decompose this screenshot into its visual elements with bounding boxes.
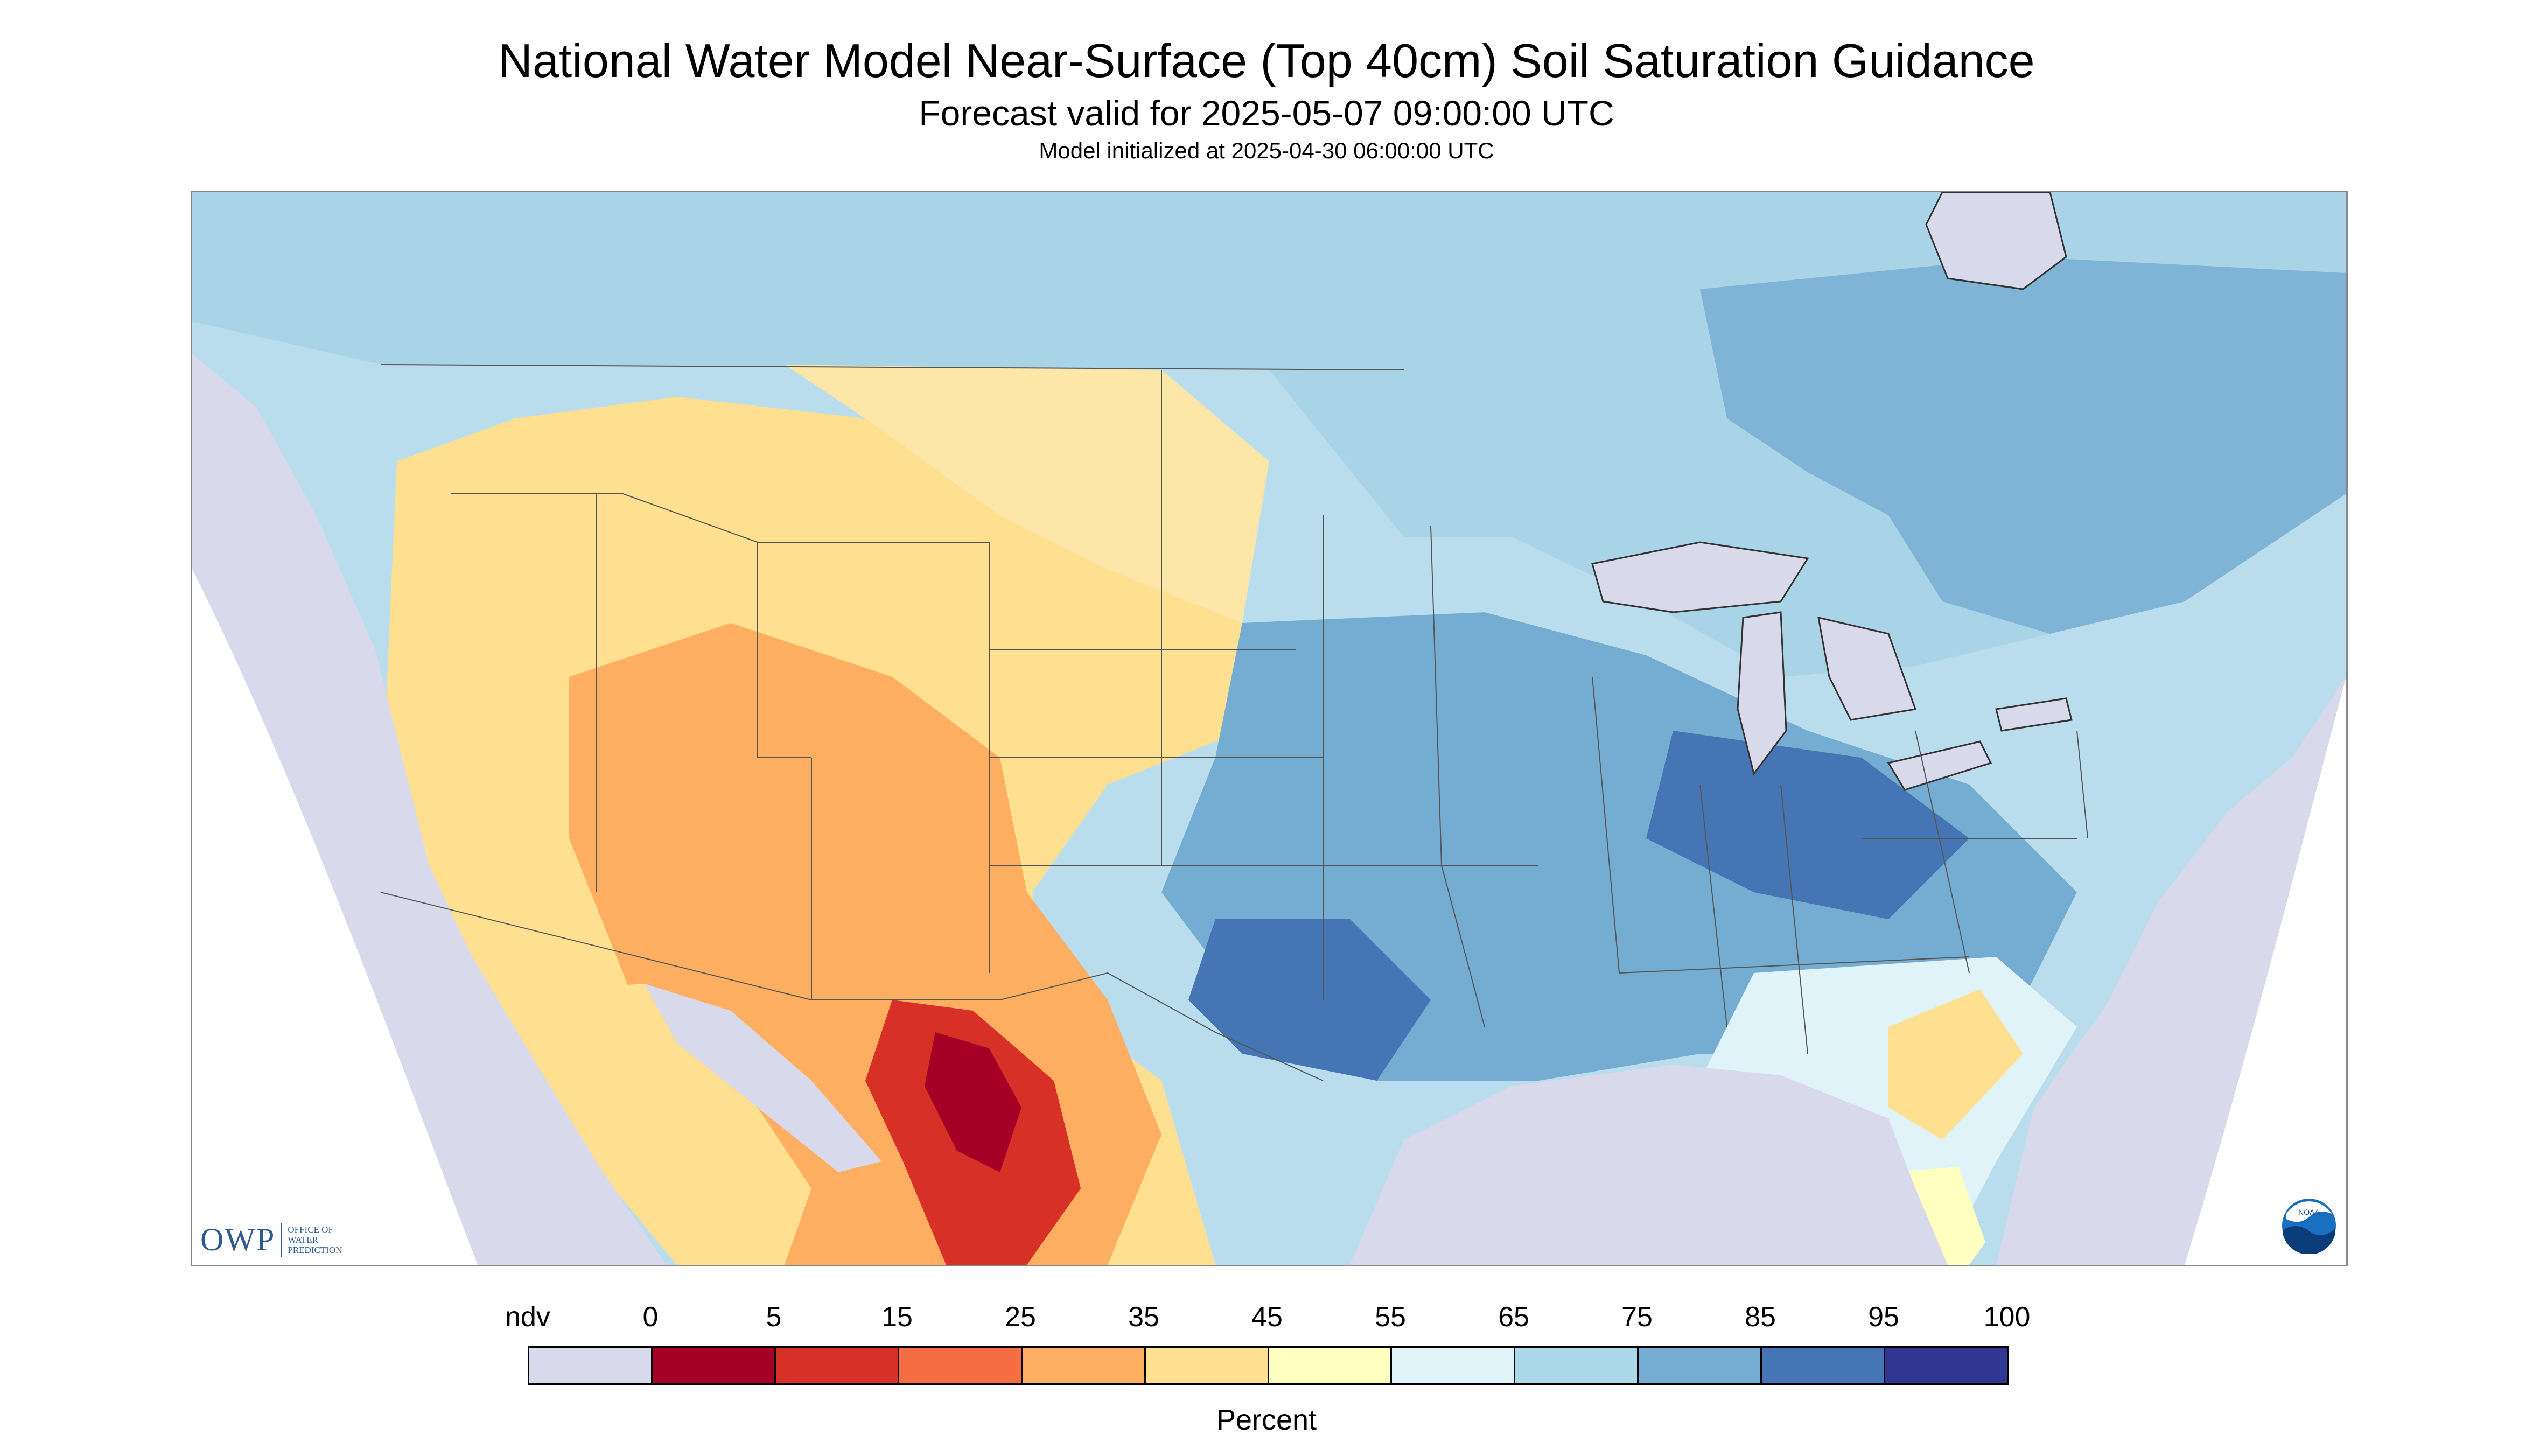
legend-swatch — [528, 1346, 653, 1385]
legend-swatch — [774, 1346, 899, 1385]
legend-swatch — [1514, 1346, 1639, 1385]
legend-swatch — [1020, 1346, 1146, 1385]
lake-superior — [1591, 541, 1809, 613]
legend-tick-label: 5 — [766, 1301, 782, 1333]
legend-swatch — [1760, 1346, 1886, 1385]
soil-saturation-map — [191, 191, 2348, 1266]
legend-swatch — [650, 1346, 776, 1385]
legend-tick-label: 15 — [881, 1301, 913, 1333]
legend-swatch — [1390, 1346, 1516, 1385]
carolinas-yellow — [1888, 989, 2023, 1140]
legend-tick-label: 45 — [1251, 1301, 1283, 1333]
pacific-ocean — [192, 354, 666, 1265]
owp-logo-divider — [281, 1223, 283, 1257]
gulf-of-mexico — [1350, 1065, 1948, 1265]
noaa-logo-text: NOAA — [2298, 1208, 2320, 1216]
legend-tick-label: 25 — [1005, 1301, 1036, 1333]
owp-sub-line-3: PREDICTION — [288, 1245, 342, 1255]
owp-logo: OWP OFFICE OF WATER PREDICTION — [200, 1221, 342, 1258]
lake-michigan — [1737, 611, 1787, 776]
legend-swatch — [1144, 1346, 1269, 1385]
east-outside-region — [2185, 677, 2346, 1265]
legend-tick-label: 75 — [1621, 1301, 1653, 1333]
legend-tick-label: 85 — [1745, 1301, 1776, 1333]
gulf-of-california — [645, 984, 881, 1172]
canada-deep-blue — [1700, 257, 2346, 634]
legend-tick-label: 95 — [1868, 1301, 1899, 1333]
map-title: National Water Model Near-Surface (Top 4… — [498, 34, 2035, 87]
noaa-logo: NOAA — [2281, 1198, 2337, 1255]
state-borders — [380, 364, 2088, 1081]
legend-tick-label: 0 — [642, 1301, 659, 1333]
legend-units: Percent — [1216, 1404, 1317, 1436]
lake-ontario — [1995, 697, 2073, 732]
oklahoma-deep — [1188, 919, 1431, 1081]
forecast-valid-subtitle: Forecast valid for 2025-05-07 09:00:00 U… — [919, 93, 1614, 133]
legend-swatch — [1637, 1346, 1762, 1385]
west-outside-region — [192, 569, 478, 1265]
owp-logo-text: OWP — [200, 1222, 276, 1257]
legend-tick-label: 55 — [1375, 1301, 1406, 1333]
legend-tick-label: 100 — [1983, 1301, 2031, 1333]
legend-tick-label: 65 — [1498, 1301, 1529, 1333]
color-legend — [528, 1346, 2009, 1385]
owp-logo-subtext: OFFICE OF WATER PREDICTION — [288, 1224, 342, 1255]
legend-swatch — [897, 1346, 1023, 1385]
north-water-body — [1925, 192, 2067, 290]
legend-tick-label: 35 — [1128, 1301, 1159, 1333]
lake-erie — [1887, 740, 1992, 791]
owp-sub-line-2: WATER — [288, 1235, 319, 1245]
mexico-dark-red — [925, 1032, 1021, 1172]
model-init-line: Model initialized at 2025-04-30 06:00:00… — [1039, 138, 1494, 163]
northern-plains-dry — [785, 365, 1269, 623]
legend-swatch — [1267, 1346, 1393, 1385]
owp-sub-line-1: OFFICE OF — [288, 1224, 333, 1235]
legend-tick-label: ndv — [505, 1301, 550, 1333]
lake-huron — [1817, 617, 1917, 721]
ohio-valley-deep — [1646, 731, 1969, 919]
baja-peninsula — [558, 984, 811, 1265]
legend-swatch — [1884, 1346, 2009, 1385]
